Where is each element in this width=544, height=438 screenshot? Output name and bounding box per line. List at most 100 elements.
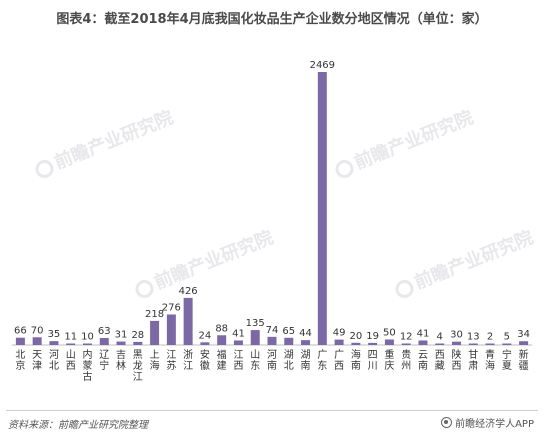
bar-26 (452, 341, 462, 345)
category-label-12: 福建 (217, 348, 227, 372)
bar-29 (502, 343, 512, 345)
bar-15 (267, 336, 277, 345)
data-label-0: 66 (14, 326, 27, 337)
data-label-9: 276 (162, 302, 181, 313)
category-label-14: 山东 (250, 349, 260, 372)
category-label-7: 黑龙江 (133, 349, 143, 383)
category-label-23: 贵州 (401, 348, 411, 372)
data-label-18: 2469 (310, 60, 335, 71)
data-label-30: 34 (517, 329, 530, 340)
bar-21 (368, 342, 378, 345)
category-label-27: 甘肃 (468, 348, 478, 372)
footer-divider (6, 410, 538, 411)
category-label-20: 海南 (351, 348, 361, 372)
data-label-23: 12 (400, 332, 413, 343)
bar-7 (133, 341, 143, 345)
data-label-28: 2 (487, 332, 493, 343)
data-label-17: 44 (299, 328, 312, 339)
category-label-2: 河北 (49, 349, 59, 372)
category-label-1: 天津 (32, 350, 42, 372)
category-label-11: 安徽 (200, 348, 210, 372)
category-label-16: 湖北 (284, 349, 294, 372)
bar-0 (15, 337, 25, 345)
category-label-13: 江西 (233, 349, 243, 372)
category-label-25: 西藏 (435, 350, 445, 372)
bar-30 (519, 341, 529, 345)
footer: 资料来源：前瞻产业研究院整理 前瞻经济学人APP (0, 406, 544, 438)
brand-label: 前瞻经济学人APP (455, 419, 534, 430)
bar-11 (200, 342, 210, 345)
data-label-21: 19 (366, 331, 379, 342)
data-label-20: 20 (350, 331, 363, 342)
bar-4 (82, 343, 92, 345)
data-label-29: 5 (504, 332, 510, 343)
data-label-10: 426 (179, 286, 198, 297)
data-label-24: 41 (417, 328, 430, 339)
bar-10 (183, 297, 193, 345)
category-label-26: 陕西 (452, 348, 462, 372)
data-label-16: 65 (282, 326, 295, 337)
data-label-5: 63 (98, 326, 111, 337)
category-label-18: 广东 (317, 349, 327, 372)
bar-20 (351, 342, 361, 345)
data-label-1: 70 (31, 325, 44, 336)
category-label-15: 河南 (267, 349, 277, 372)
data-label-25: 4 (437, 332, 443, 343)
bar-27 (468, 343, 478, 345)
bar-chart: 66 北京 70 天津 35 河北 11 山西 10 内蒙古 63 辽宁 31 吉林 28 黑龙江 218 上海 2… (12, 60, 532, 383)
category-label-29: 宁夏 (502, 348, 512, 372)
bar-8 (150, 320, 160, 345)
data-label-13: 41 (232, 328, 245, 339)
category-label-6: 吉林 (116, 349, 126, 372)
bar-16 (284, 337, 294, 345)
category-label-21: 四川 (368, 350, 378, 372)
data-label-4: 10 (81, 332, 94, 343)
data-label-11: 24 (199, 330, 212, 341)
data-label-2: 35 (48, 329, 61, 340)
bar-14 (250, 330, 260, 345)
category-label-17: 湖南 (301, 349, 311, 372)
bar-22 (384, 339, 394, 345)
category-label-5: 辽宁 (99, 349, 109, 372)
source-note: 资料来源：前瞻产业研究院整理 (8, 420, 148, 431)
data-label-27: 13 (467, 332, 480, 343)
chart-title: 图表4：截至2018年4月底我国化妆品生产企业数分地区情况（单位：家） (56, 12, 488, 27)
data-label-12: 88 (215, 323, 228, 334)
category-label-4: 内蒙古 (82, 348, 92, 383)
data-label-15: 74 (266, 325, 279, 336)
bar-28 (485, 343, 495, 345)
bar-2 (49, 341, 59, 345)
data-label-6: 31 (115, 330, 128, 341)
bar-25 (435, 343, 445, 345)
data-label-7: 28 (131, 330, 144, 341)
data-label-8: 218 (145, 309, 164, 320)
bar-9 (166, 314, 176, 345)
category-label-9: 江苏 (166, 349, 176, 372)
bar-5 (99, 338, 109, 345)
bar-12 (217, 335, 227, 345)
category-label-22: 重庆 (384, 348, 394, 372)
data-label-3: 11 (64, 332, 77, 343)
category-label-28: 青海 (485, 348, 495, 372)
bar-24 (418, 340, 428, 345)
category-label-24: 云南 (418, 350, 428, 372)
bar-6 (116, 341, 126, 345)
bar-1 (32, 337, 42, 345)
brand: 前瞻经济学人APP (441, 415, 534, 430)
category-label-19: 广西 (334, 349, 344, 372)
data-label-19: 49 (333, 328, 346, 339)
bar-3 (66, 343, 76, 345)
bar-13 (233, 340, 243, 345)
category-label-8: 上海 (150, 349, 160, 372)
bar-19 (334, 339, 344, 345)
data-label-26: 30 (450, 330, 463, 341)
data-label-22: 50 (383, 327, 396, 338)
bar-18 (317, 72, 327, 345)
bar-17 (301, 340, 311, 345)
category-label-30: 新疆 (519, 348, 529, 372)
bar-23 (401, 343, 411, 345)
data-label-14: 135 (246, 318, 265, 329)
brand-logo-icon (441, 417, 453, 428)
category-label-3: 山西 (66, 349, 76, 372)
category-label-10: 浙江 (183, 349, 193, 372)
